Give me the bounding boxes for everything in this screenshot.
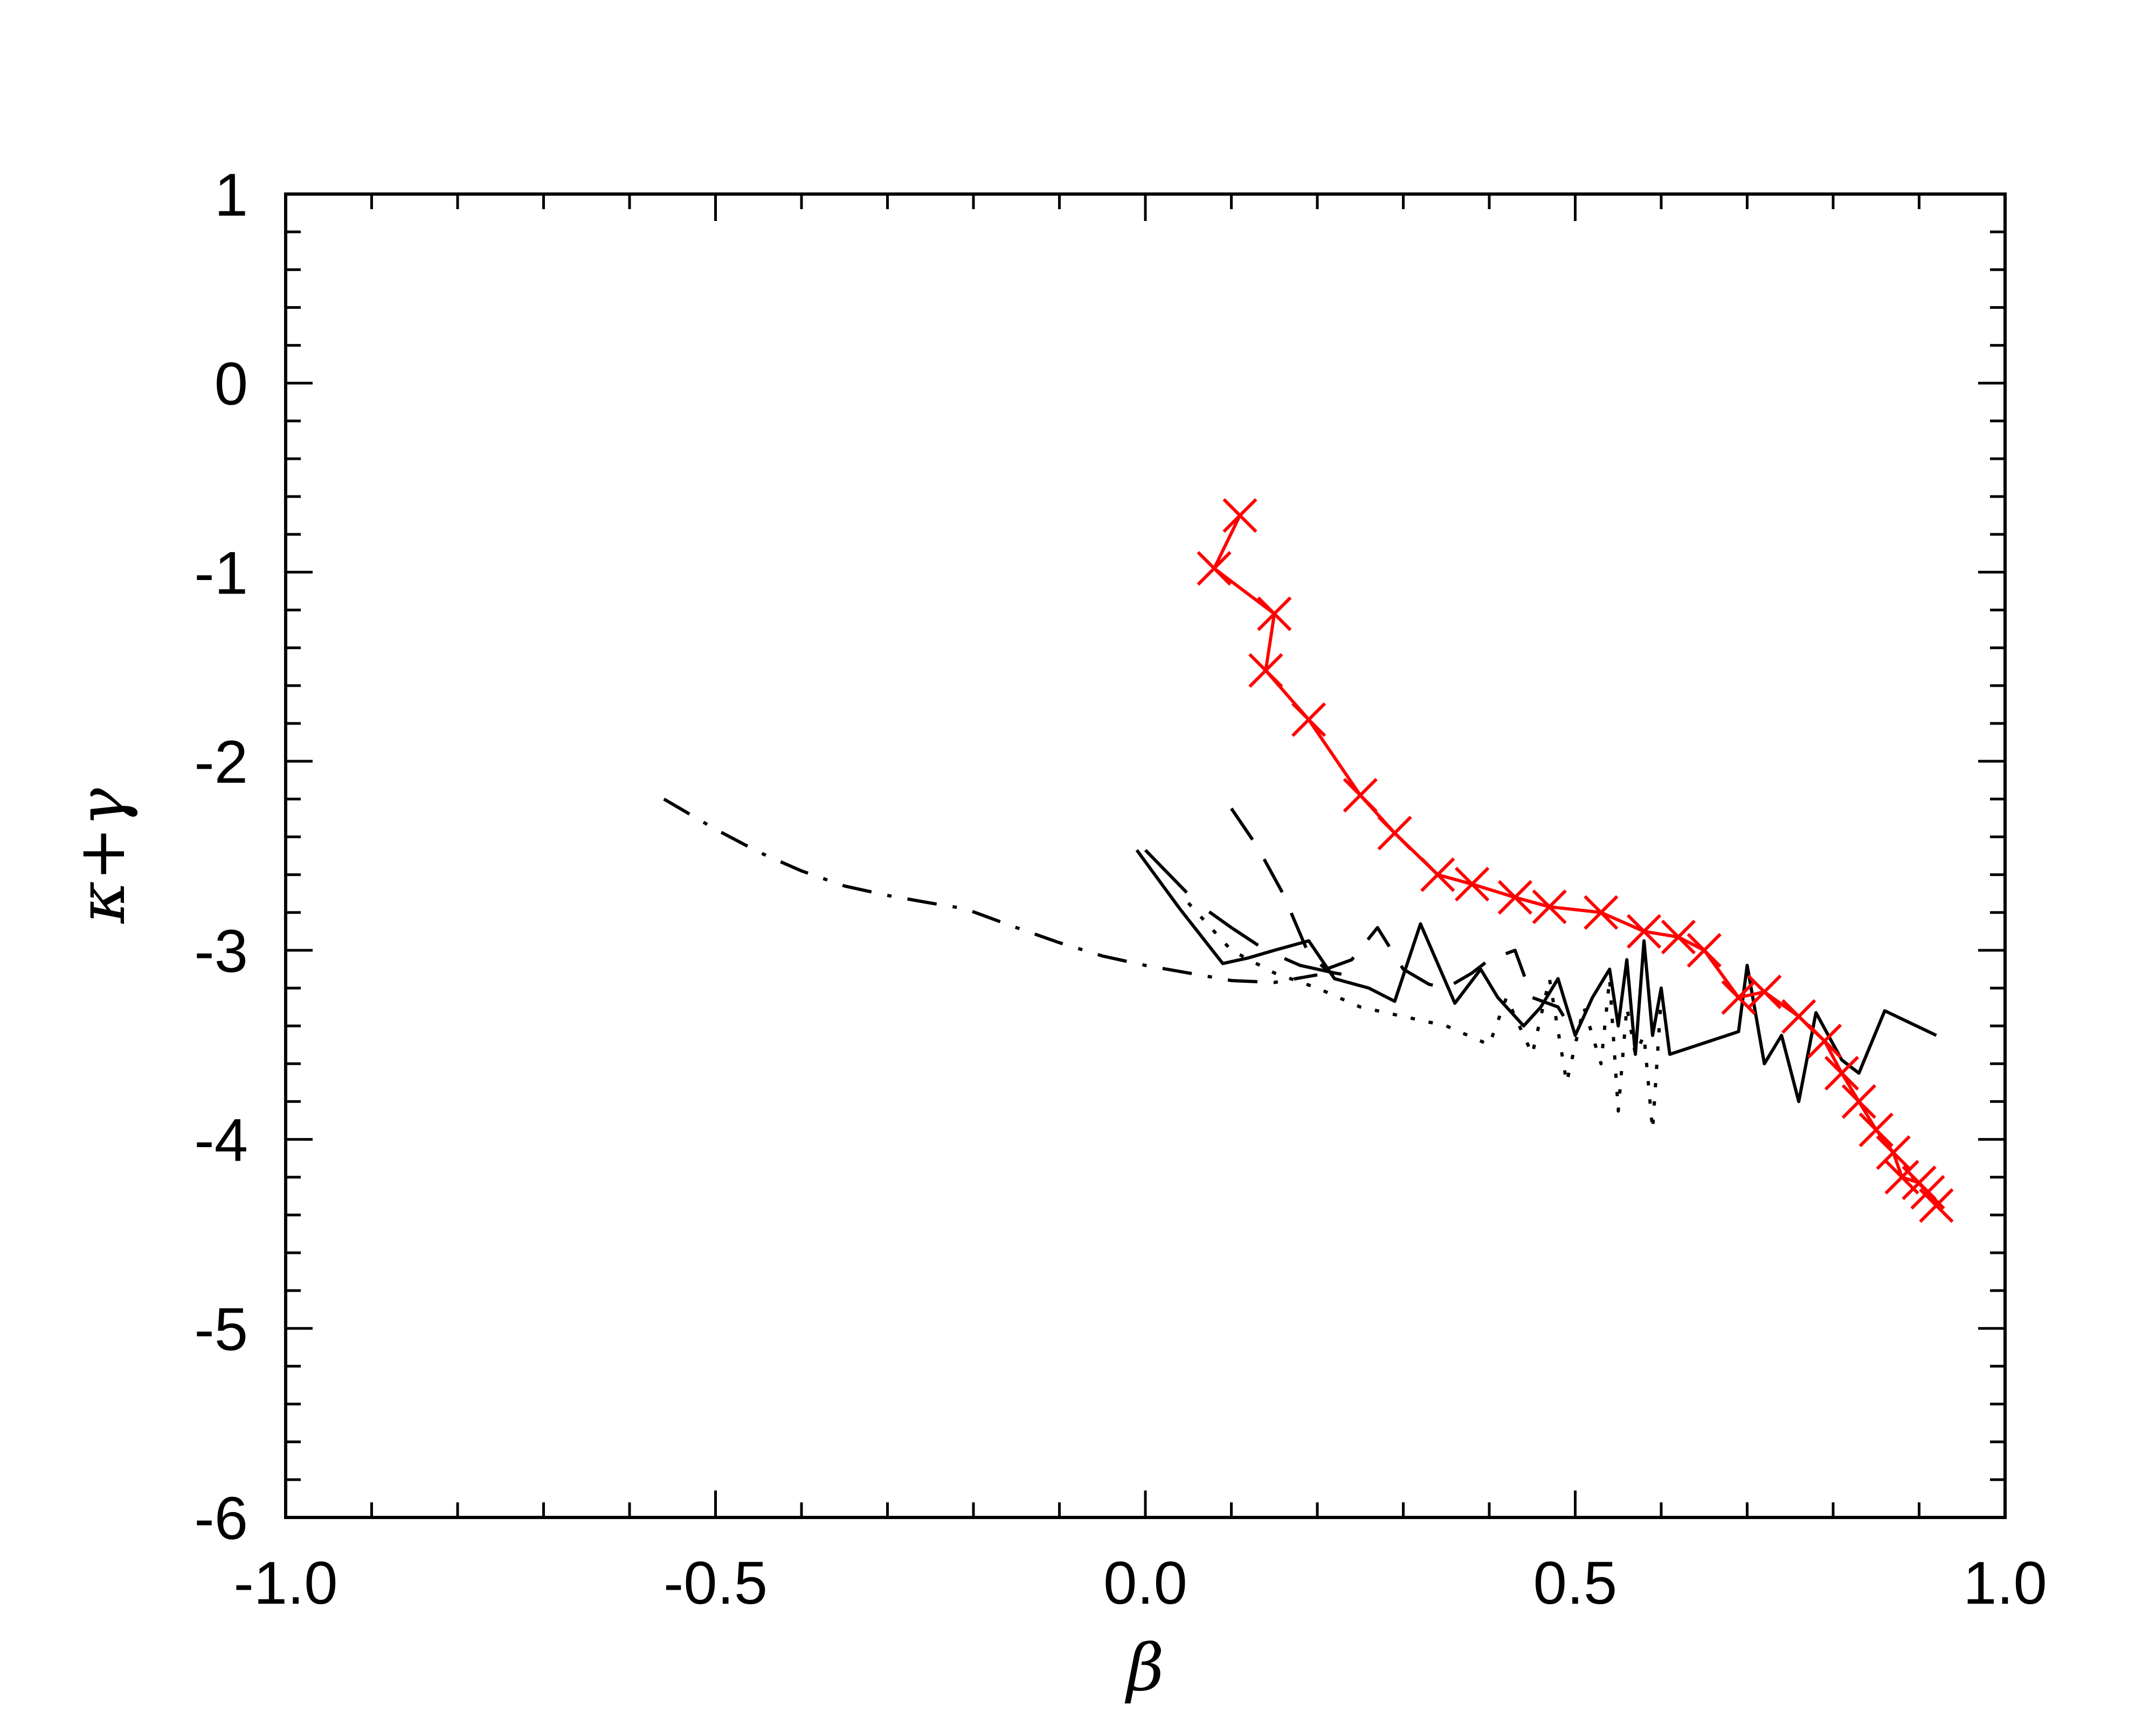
data-point-marker [1807,1024,1842,1059]
y-axis-label: κ+γ [65,788,140,924]
data-point-marker [1584,895,1619,930]
data-point-marker [1626,914,1662,949]
data-point-marker [1197,551,1232,586]
axis-ticks [284,192,2007,1519]
data-point-marker [1497,880,1532,915]
y-tick-label: 0 [215,350,248,418]
y-tick-label: -3 [194,917,248,985]
data-point-marker [1343,778,1378,813]
data-point-marker [1841,1084,1876,1119]
data-point-marker [1454,866,1490,902]
data-point-marker [1824,1055,1860,1091]
data-point-marker [1687,933,1722,968]
series-line-1 [663,797,1318,984]
y-tick-label: 1 [215,161,248,229]
data-point-marker [1377,816,1412,851]
x-tick-label: -0.5 [664,1549,768,1617]
plot-frame [284,192,2007,1519]
data-point-marker [1876,1135,1911,1170]
marker-layer [1197,498,1954,1223]
y-tick-label: -1 [194,539,248,606]
series-line-3 [1230,808,1577,1037]
x-tick-label: 1.0 [1963,1549,2047,1617]
data-point-marker [1420,857,1455,892]
data-point-marker [1919,1188,1954,1223]
x-tick-label: 0.0 [1103,1549,1187,1617]
data-point-marker [1248,653,1283,688]
x-axis-label: β [1124,1631,1164,1706]
data-point-marker [1532,889,1567,924]
y-tick-label: -4 [194,1107,248,1174]
data-point-marker [1222,498,1257,533]
data-point-marker [1661,920,1696,955]
y-tick-label: -2 [194,728,248,796]
data-point-marker [1257,596,1292,631]
data-point-marker [1858,1112,1894,1148]
data-point-marker [1291,702,1326,737]
series-line-4 [1144,848,1370,981]
y-tick-label: -5 [194,1295,248,1363]
x-tick-labels: -1.0 -0.5 0.0 0.5 1.0 [234,1549,2047,1617]
data-point-marker [1747,974,1782,1010]
y-tick-label: -6 [194,1485,248,1552]
y-tick-labels: 1 0 -1 -2 -3 -4 -5 -6 [194,161,248,1552]
x-tick-label: 0.5 [1533,1549,1618,1617]
x-tick-label: -1.0 [234,1549,338,1617]
